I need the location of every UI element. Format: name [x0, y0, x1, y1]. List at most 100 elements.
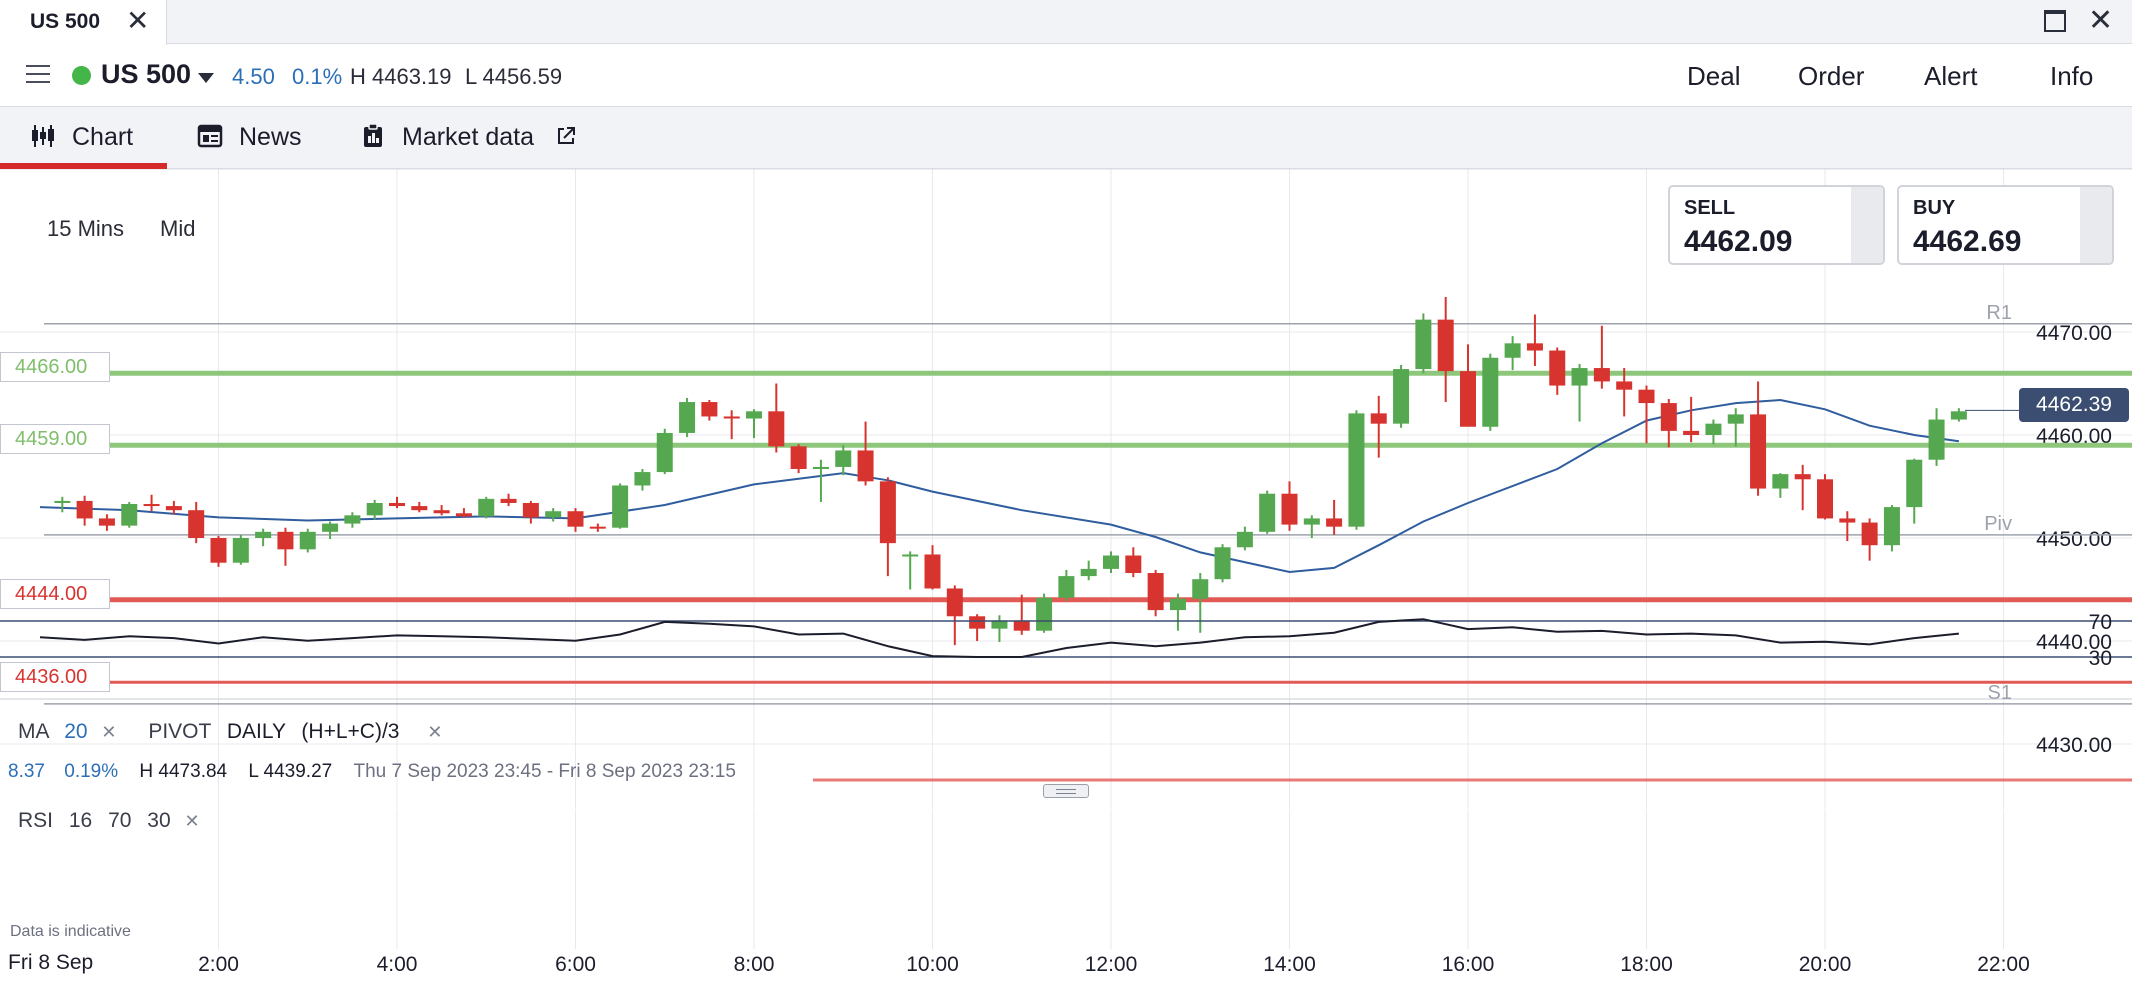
- pivot-formula[interactable]: (H+L+C)/3: [301, 720, 400, 743]
- instrument-change: 4.50: [232, 64, 275, 89]
- candle-body: [1147, 573, 1164, 611]
- alert-button[interactable]: Alert: [1924, 61, 1978, 91]
- candle-body: [1549, 350, 1566, 386]
- external-link-icon: [558, 127, 575, 144]
- level-label-4444[interactable]: 4444.00: [0, 579, 110, 609]
- candle-body: [1236, 531, 1253, 548]
- candle-body: [344, 515, 361, 524]
- level-label-4436[interactable]: 4436.00: [0, 662, 110, 692]
- remove-ma-icon[interactable]: ✕: [101, 722, 117, 742]
- candle-body: [857, 450, 874, 482]
- sell-button[interactable]: SELL 4462.09: [1668, 185, 1885, 265]
- candle-body: [1326, 518, 1343, 527]
- candle-body: [411, 506, 428, 511]
- candle-body: [1660, 403, 1677, 431]
- candle-body: [1817, 479, 1833, 519]
- candle-body: [143, 504, 160, 507]
- x-tick-label: 4:00: [377, 953, 418, 976]
- day-range: Thu 7 Sep 2023 23:45 - Fri 8 Sep 2023 23…: [353, 761, 736, 782]
- window-tab-title: US 500: [30, 10, 101, 33]
- candle-body: [1638, 389, 1655, 404]
- maximize-icon[interactable]: [2044, 10, 2066, 32]
- price-type-selector[interactable]: Mid: [160, 216, 196, 241]
- candle-body: [433, 510, 450, 514]
- tab-chart-label: Chart: [72, 123, 134, 151]
- level-label-4459[interactable]: 4459.00: [0, 424, 110, 454]
- interval-selector[interactable]: 15 Mins: [47, 216, 125, 241]
- instrument-low: L 4456.59: [465, 64, 563, 89]
- candle-body: [790, 446, 807, 469]
- rsi-upper[interactable]: 70: [108, 809, 132, 832]
- x-tick-label: 16:00: [1442, 953, 1495, 976]
- x-tick-label: 14:00: [1263, 953, 1316, 976]
- candle-body: [902, 554, 919, 557]
- candle-body: [1950, 411, 1967, 420]
- price-chart[interactable]: 2:00 4:00 6:00 8:00 10:00 12:00 14:00 16:00 18:0…: [0, 169, 2132, 982]
- level-label-4466[interactable]: 4466.00: [0, 352, 110, 382]
- hamburger-menu-icon[interactable]: [26, 65, 50, 85]
- x-tick-label: 18:00: [1620, 953, 1673, 976]
- tab-news-label: News: [239, 123, 302, 151]
- candle-body: [1727, 414, 1744, 424]
- candle-body: [1772, 474, 1789, 489]
- ma-period[interactable]: 20: [64, 720, 88, 743]
- day-low: L 4439.27: [248, 761, 333, 782]
- order-button[interactable]: Order: [1798, 61, 1865, 91]
- x-tick-label: 10:00: [906, 953, 959, 976]
- x-tick-label: 8:00: [734, 953, 775, 976]
- x-tick-label: 22:00: [1977, 953, 2030, 976]
- instrument-dropdown-icon[interactable]: [198, 73, 214, 83]
- ma-label: MA: [18, 720, 49, 743]
- candle-body: [701, 402, 718, 417]
- rsi-bound-label-70: 70: [2089, 611, 2112, 634]
- info-button[interactable]: Info: [2050, 61, 2094, 91]
- panel-resize-handle[interactable]: [1043, 784, 1089, 798]
- x-tick-label: 20:00: [1799, 953, 1852, 976]
- rsi-legend: RSI 16 70 30 ✕: [18, 809, 200, 833]
- buy-label: BUY: [1913, 197, 1956, 219]
- candle-body: [589, 526, 606, 529]
- candle-body: [1192, 579, 1209, 599]
- candle-body: [1750, 414, 1767, 489]
- candle-body: [1593, 368, 1610, 382]
- remove-rsi-icon[interactable]: ✕: [184, 811, 200, 831]
- instrument-name[interactable]: US 500: [101, 59, 192, 89]
- candle-body: [322, 523, 339, 532]
- candle-body: [1571, 368, 1588, 386]
- candle-body: [991, 620, 1008, 629]
- rsi-period[interactable]: 16: [68, 809, 93, 832]
- candle-body: [969, 616, 986, 629]
- day-high: H 4473.84: [139, 761, 228, 782]
- candle-body: [121, 504, 138, 526]
- candle-body: [879, 481, 896, 544]
- pivot-label-s1: S1: [1988, 682, 2012, 704]
- candle-body: [1415, 319, 1432, 370]
- current-price-tag: 4462.39: [2019, 388, 2129, 422]
- tab-market-data-label: Market data: [402, 123, 535, 151]
- buy-button[interactable]: BUY 4462.69: [1897, 185, 2114, 265]
- candle-body: [1303, 518, 1320, 525]
- rsi-line: [39, 618, 1960, 658]
- rsi-lower[interactable]: 30: [147, 809, 171, 832]
- candle-body: [723, 416, 740, 419]
- indicator-legend: MA 20 ✕ PIVOT DAILY (H+L+C)/3 ✕: [18, 720, 442, 744]
- candle-body: [1103, 555, 1119, 569]
- y-tick-label: 4430.00: [2036, 734, 2112, 757]
- remove-pivot-icon[interactable]: ✕: [427, 722, 443, 742]
- candle-body: [1794, 474, 1811, 480]
- candle-body: [1013, 620, 1030, 631]
- candle-body: [924, 554, 941, 589]
- window-tab[interactable]: US 500 ✕: [0, 0, 167, 45]
- candle-body: [232, 538, 249, 563]
- candle-body: [1393, 369, 1410, 424]
- candle-body: [1906, 459, 1923, 508]
- y-tick-label: 4460.00: [2036, 425, 2112, 448]
- section-tabs: Chart News Market data: [0, 107, 2132, 169]
- x-tick-label: 12:00: [1085, 953, 1138, 976]
- close-tab-icon[interactable]: ✕: [126, 5, 150, 36]
- pivot-period[interactable]: DAILY: [226, 720, 286, 743]
- candle-body: [389, 502, 405, 507]
- deal-button[interactable]: Deal: [1687, 61, 1741, 91]
- close-window-icon[interactable]: ✕: [2088, 4, 2114, 37]
- candle-body: [1928, 419, 1945, 460]
